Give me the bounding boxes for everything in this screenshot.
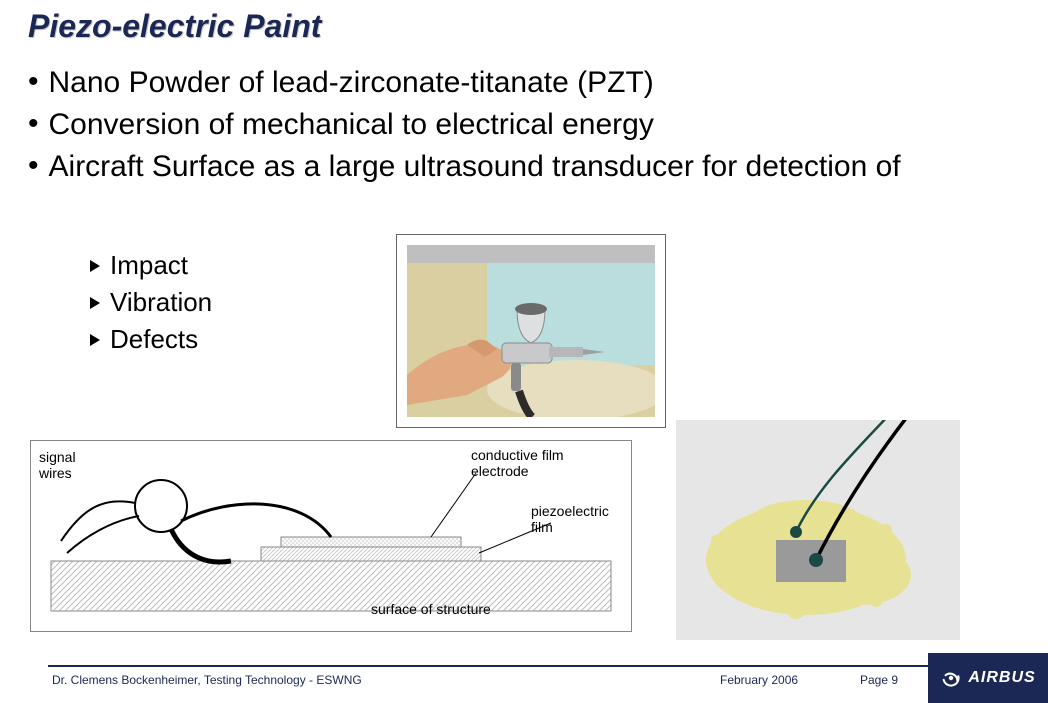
footer-divider <box>48 665 1000 667</box>
photo-inner <box>407 245 655 417</box>
bullet-text: Aircraft Surface as a large ultrasound t… <box>49 148 901 186</box>
brand-text: AIRBUS <box>968 669 1035 687</box>
sensor-diagram <box>676 420 960 640</box>
sensor-svg <box>676 420 960 640</box>
bullet-item: • Aircraft Surface as a large ultrasound… <box>28 148 948 186</box>
label-conductive-film: conductive film electrode <box>471 447 564 479</box>
footer-author: Dr. Clemens Bockenheimer, Testing Techno… <box>52 673 362 687</box>
airbus-swirl-icon <box>940 667 962 689</box>
triangle-icon <box>90 260 100 272</box>
bullet-dot-icon: • <box>28 108 39 140</box>
slide-title: Piezo-electric Paint <box>28 8 321 45</box>
triangle-icon <box>90 334 100 346</box>
bullet-list: • Nano Powder of lead-zirconate-titanate… <box>28 60 948 190</box>
sub-bullet-item: Vibration <box>90 287 212 318</box>
spray-gun-photo <box>396 234 666 428</box>
footer-page: Page 9 <box>860 673 898 687</box>
bullet-dot-icon: • <box>28 66 39 98</box>
bullet-item: • Nano Powder of lead-zirconate-titanate… <box>28 64 948 102</box>
brand-box: AIRBUS <box>928 653 1048 703</box>
sub-bullet-item: Impact <box>90 250 212 281</box>
sub-bullet-item: Defects <box>90 324 212 355</box>
label-signal-wires: signal wires <box>39 449 76 481</box>
sub-bullet-text: Vibration <box>110 287 212 318</box>
slide: Piezo-electric Paint • Nano Powder of le… <box>0 0 1048 703</box>
spray-photo-svg <box>407 245 655 417</box>
bullet-dot-icon: • <box>28 150 39 182</box>
bullet-text: Nano Powder of lead-zirconate-titanate (… <box>49 64 654 102</box>
sub-bullet-list: Impact Vibration Defects <box>90 244 212 361</box>
sub-bullet-text: Impact <box>110 250 188 281</box>
triangle-icon <box>90 297 100 309</box>
footer-date: February 2006 <box>720 673 798 687</box>
bullet-item: • Conversion of mechanical to electrical… <box>28 106 948 144</box>
label-surface: surface of structure <box>371 601 491 617</box>
structure-diagram: signal wires conductive film electrode p… <box>30 440 632 632</box>
bullet-text: Conversion of mechanical to electrical e… <box>49 106 654 144</box>
label-piezo-film: piezoelectric film <box>531 503 609 535</box>
sub-bullet-text: Defects <box>110 324 198 355</box>
